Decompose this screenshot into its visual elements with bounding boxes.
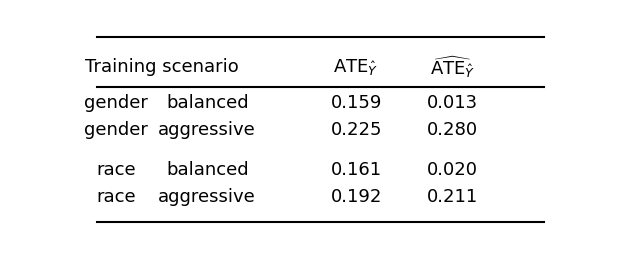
Text: aggressive: aggressive [158,121,256,139]
Text: 0.020: 0.020 [427,161,478,179]
Text: 0.013: 0.013 [427,94,478,112]
Text: aggressive: aggressive [158,188,256,206]
Text: race: race [96,161,136,179]
Text: 0.159: 0.159 [330,94,382,112]
Text: race: race [96,188,136,206]
Text: balanced: balanced [166,94,249,112]
Text: 0.280: 0.280 [427,121,478,139]
Text: balanced: balanced [166,161,249,179]
Text: $\widehat{\mathrm{ATE}}_{\hat{Y}}$: $\widehat{\mathrm{ATE}}_{\hat{Y}}$ [430,54,475,80]
Text: 0.192: 0.192 [330,188,382,206]
Text: ATE$_{\hat{Y}}$: ATE$_{\hat{Y}}$ [334,57,379,77]
Text: 0.161: 0.161 [330,161,382,179]
Text: Training scenario: Training scenario [85,58,239,76]
Text: 0.225: 0.225 [330,121,382,139]
Text: gender: gender [84,121,148,139]
Text: gender: gender [84,94,148,112]
Text: 0.211: 0.211 [427,188,478,206]
